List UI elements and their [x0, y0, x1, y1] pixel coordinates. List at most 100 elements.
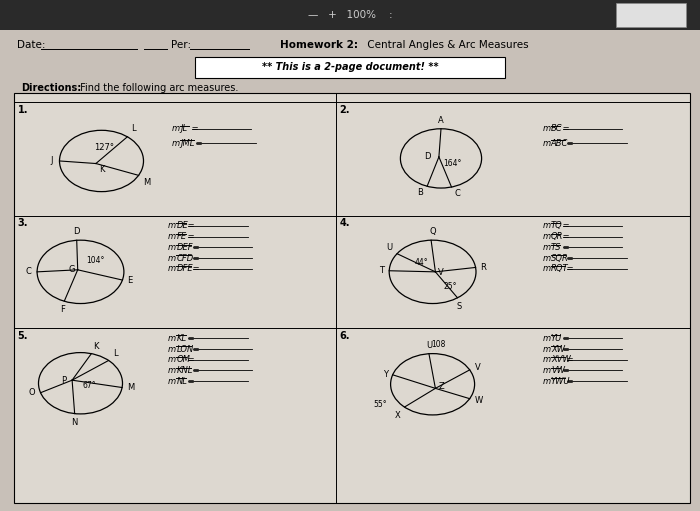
Text: M: M — [127, 383, 134, 392]
Text: 104°: 104° — [86, 256, 104, 265]
Text: m: m — [542, 334, 551, 343]
Text: TS: TS — [551, 243, 561, 252]
Text: =: = — [186, 232, 195, 241]
FancyBboxPatch shape — [616, 3, 686, 27]
Text: 108: 108 — [431, 339, 445, 349]
Text: =: = — [560, 124, 569, 133]
Text: O: O — [28, 388, 35, 397]
Text: m: m — [172, 138, 180, 148]
Text: m: m — [542, 221, 551, 230]
Text: Central Angles & Arc Measures: Central Angles & Arc Measures — [364, 40, 528, 50]
Text: 164°: 164° — [443, 159, 461, 168]
Text: =: = — [186, 377, 195, 386]
Text: m: m — [168, 253, 176, 263]
Text: D: D — [424, 152, 430, 161]
Text: 1.: 1. — [18, 105, 28, 115]
Text: YWU: YWU — [551, 377, 570, 386]
Text: R: R — [480, 263, 486, 272]
Text: DFE: DFE — [176, 264, 193, 273]
Text: JL: JL — [180, 124, 187, 133]
Text: m: m — [168, 334, 176, 343]
Text: C: C — [26, 267, 32, 276]
Text: C: C — [454, 189, 460, 198]
Text: m: m — [542, 344, 551, 354]
Text: SQR: SQR — [551, 253, 569, 263]
Text: Homework 2:: Homework 2: — [280, 40, 358, 50]
Text: 67°: 67° — [83, 381, 96, 390]
Text: m: m — [542, 253, 551, 263]
Text: 3.: 3. — [18, 218, 28, 228]
Text: B: B — [417, 189, 423, 197]
Text: W: W — [475, 396, 483, 405]
Text: OM: OM — [176, 355, 190, 364]
Text: V: V — [475, 363, 480, 373]
Text: P: P — [61, 376, 66, 385]
Text: LON: LON — [176, 344, 194, 354]
Text: =: = — [564, 138, 574, 148]
FancyBboxPatch shape — [0, 0, 700, 30]
Text: RQT: RQT — [551, 264, 568, 273]
Text: =: = — [186, 355, 195, 364]
Text: m: m — [168, 344, 176, 354]
Text: m: m — [542, 124, 551, 133]
Text: T: T — [379, 266, 384, 275]
Text: =: = — [186, 334, 195, 343]
Text: DEF: DEF — [176, 243, 193, 252]
Text: DE: DE — [176, 221, 188, 230]
Text: YU: YU — [551, 334, 562, 343]
Text: m: m — [542, 366, 551, 375]
Text: m: m — [542, 138, 551, 148]
Text: CFD: CFD — [176, 253, 194, 263]
Text: M: M — [143, 178, 150, 187]
Text: =: = — [190, 243, 200, 252]
Text: m: m — [168, 377, 176, 386]
Text: 5.: 5. — [18, 331, 28, 341]
Text: —   +   100%    :: — + 100% : — [308, 10, 392, 20]
Text: 6.: 6. — [340, 331, 350, 341]
Text: K: K — [94, 341, 99, 351]
Text: =: = — [564, 264, 574, 273]
Text: VW: VW — [551, 366, 565, 375]
Text: 4.: 4. — [340, 218, 350, 228]
Text: FE: FE — [176, 232, 186, 241]
Text: V: V — [438, 268, 444, 277]
Text: XW: XW — [551, 344, 565, 354]
Text: Z: Z — [439, 382, 444, 391]
Text: m: m — [542, 232, 551, 241]
Text: m: m — [168, 232, 176, 241]
Text: =: = — [560, 344, 569, 354]
Text: F: F — [60, 305, 65, 314]
Text: D: D — [74, 227, 80, 236]
Text: QR: QR — [551, 232, 564, 241]
Text: m: m — [168, 221, 176, 230]
Text: m: m — [168, 243, 176, 252]
Text: NL: NL — [176, 377, 188, 386]
Text: 2.: 2. — [340, 105, 350, 115]
Text: 127°: 127° — [94, 143, 115, 152]
Text: m: m — [542, 355, 551, 364]
Text: ABC: ABC — [551, 138, 568, 148]
Text: =: = — [560, 366, 569, 375]
Text: =: = — [190, 344, 200, 354]
Text: =: = — [564, 377, 574, 386]
Text: J: J — [50, 156, 52, 166]
Text: m: m — [168, 264, 176, 273]
Text: L: L — [113, 350, 118, 358]
Text: =: = — [564, 355, 574, 364]
Text: BC: BC — [551, 124, 563, 133]
Text: =: = — [189, 124, 198, 133]
Text: Q: Q — [429, 227, 436, 236]
Text: =: = — [193, 138, 203, 148]
Text: Per:: Per: — [172, 40, 192, 50]
Text: m: m — [172, 124, 180, 133]
Text: =: = — [190, 264, 200, 273]
Text: G: G — [69, 265, 75, 274]
Text: A: A — [438, 115, 444, 125]
Text: XVW: XVW — [551, 355, 570, 364]
Text: X: X — [395, 411, 401, 420]
Text: K: K — [99, 165, 104, 174]
Text: KNL: KNL — [176, 366, 193, 375]
FancyBboxPatch shape — [195, 57, 505, 78]
Text: JML: JML — [180, 138, 195, 148]
Text: =: = — [560, 232, 569, 241]
